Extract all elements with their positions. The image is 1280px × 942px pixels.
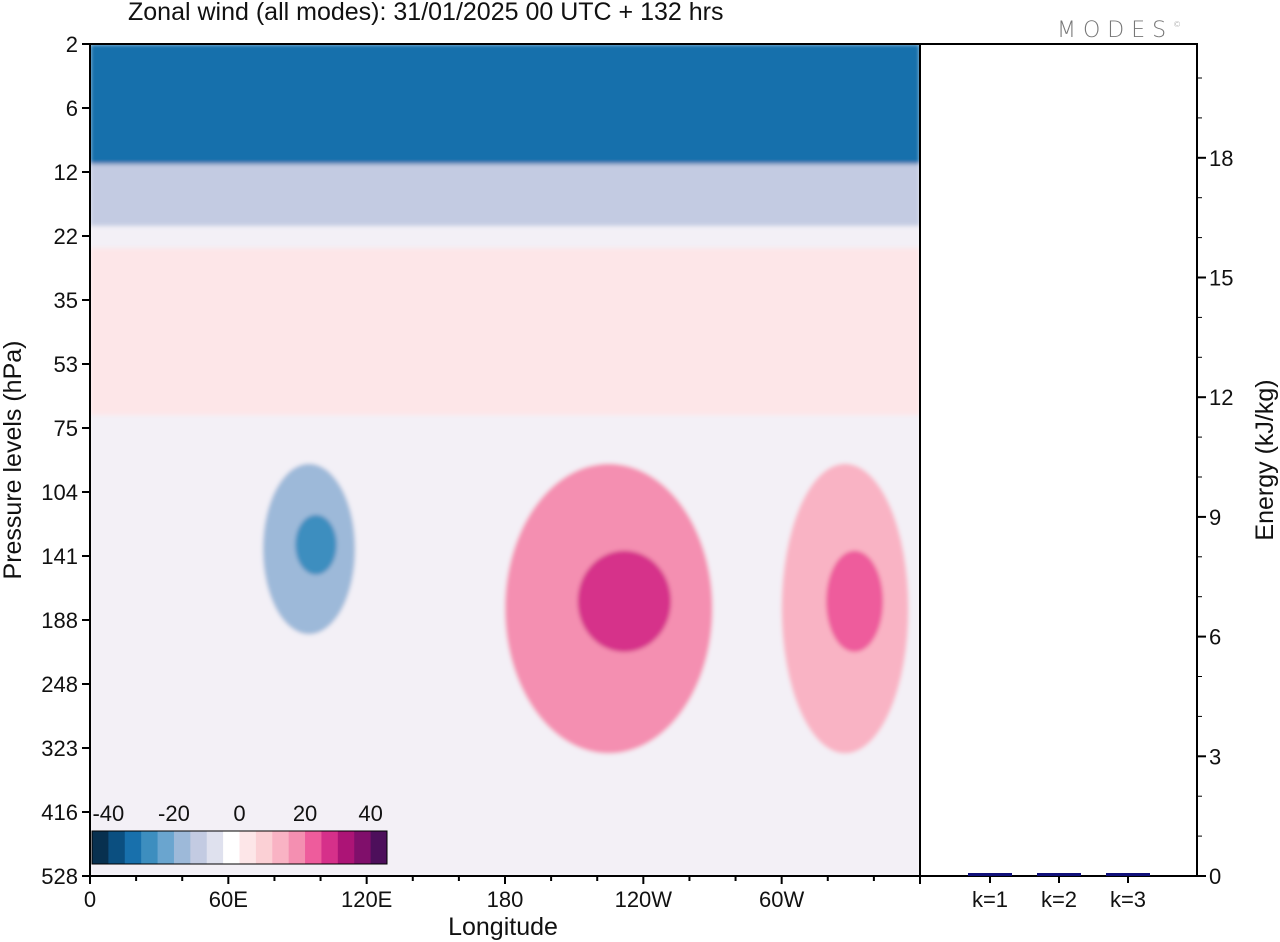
y-tick-label: 75: [54, 416, 78, 441]
colorbar-tick-label: 0: [233, 801, 245, 826]
colorbar: -40 -20 0 20 40: [91, 801, 388, 865]
x-tick-label: 120W: [615, 887, 673, 912]
y-tick-label: 12: [54, 160, 78, 185]
colorbar-swatch: [92, 831, 109, 864]
y-tick-label: 104: [41, 480, 78, 505]
energy-bar-label: k=3: [1110, 887, 1146, 912]
colorbar-swatch: [173, 831, 191, 864]
energy-bar: [968, 873, 1012, 876]
colorbar-swatch: [223, 831, 240, 864]
x-axis-title: Longitude: [448, 913, 558, 941]
colorbar-swatch: [370, 831, 388, 864]
x-tick-label: 120E: [341, 887, 392, 912]
colorbar-tick-label: -40: [92, 801, 124, 826]
energy-tick-label: 18: [1209, 146, 1233, 171]
colorbar-tick-label: 40: [358, 801, 382, 826]
y-tick-label: 528: [41, 864, 78, 889]
colorbar-tick-label: -20: [158, 801, 190, 826]
colorbar-swatch: [108, 831, 126, 864]
colorbar-swatch: [206, 831, 224, 864]
colorbar-swatch: [321, 831, 339, 864]
x-tick-label: 0: [84, 887, 96, 912]
energy-bar: [1106, 873, 1150, 876]
y-tick-label: 2: [66, 32, 78, 57]
logo-text: MODES: [1057, 18, 1174, 43]
colorbar-swatch: [255, 831, 273, 864]
colorbar-swatch: [354, 831, 372, 864]
y-tick-label: 141: [41, 544, 78, 569]
wind-band-1: [90, 163, 920, 226]
colorbar-swatch: [305, 831, 322, 864]
energy-bar-label: k=1: [972, 887, 1008, 912]
energy-tick-label: 6: [1209, 625, 1221, 650]
y-tick-label: 22: [54, 224, 78, 249]
y-tick-label: 53: [54, 352, 78, 377]
x-tick-label: 60E: [209, 887, 248, 912]
y-tick-label: 416: [41, 800, 78, 825]
x-tick-label: 180: [487, 887, 524, 912]
y-tick-label: 35: [54, 288, 78, 313]
y-tick-label: 248: [41, 672, 78, 697]
colorbar-swatch: [239, 831, 257, 864]
energy-bar-label: k=2: [1041, 887, 1077, 912]
x-tick-label: 60W: [759, 887, 804, 912]
copyright-mark: ©: [1173, 20, 1182, 29]
wind-core-4: [577, 550, 671, 653]
wind-core-3: [295, 514, 337, 575]
wind-field-layer: [90, 44, 920, 876]
colorbar-swatch: [272, 831, 290, 864]
wind-core-5: [826, 550, 884, 653]
colorbar-swatch: [124, 831, 142, 864]
energy-tick-label: 15: [1209, 266, 1233, 291]
wind-band-0: [90, 44, 920, 164]
chart-title: Zonal wind (all modes): 31/01/2025 00 UT…: [128, 0, 724, 26]
energy-tick-label: 9: [1209, 505, 1221, 530]
colorbar-swatch: [141, 831, 159, 864]
heatmap-field: [90, 44, 920, 876]
colorbar-swatch: [157, 831, 175, 864]
wind-band-2: [90, 247, 920, 416]
y-axis-title: Pressure levels (hPa): [0, 341, 27, 580]
colorbar-frame: [91, 830, 388, 865]
colorbar-tick-label: 20: [293, 801, 317, 826]
energy-bar: [1037, 873, 1081, 876]
modes-logo: MODES©: [1057, 18, 1181, 43]
energy-axis-title: Energy (kJ/kg): [1251, 379, 1279, 540]
energy-bars: 0 3 6 9 12 15 18 k=1 k=2 k=3: [919, 43, 1233, 912]
colorbar-swatch: [190, 831, 208, 864]
energy-tick-label: 3: [1209, 744, 1221, 769]
y-tick-label: 188: [41, 608, 78, 633]
energy-tick-label: 12: [1209, 385, 1233, 410]
energy-panel-frame: [919, 43, 1198, 877]
y-tick-label: 323: [41, 736, 78, 761]
colorbar-swatch: [288, 831, 306, 864]
y-tick-label: 6: [66, 96, 78, 121]
energy-tick-label: 0: [1209, 864, 1221, 889]
colorbar-swatch: [337, 831, 355, 864]
